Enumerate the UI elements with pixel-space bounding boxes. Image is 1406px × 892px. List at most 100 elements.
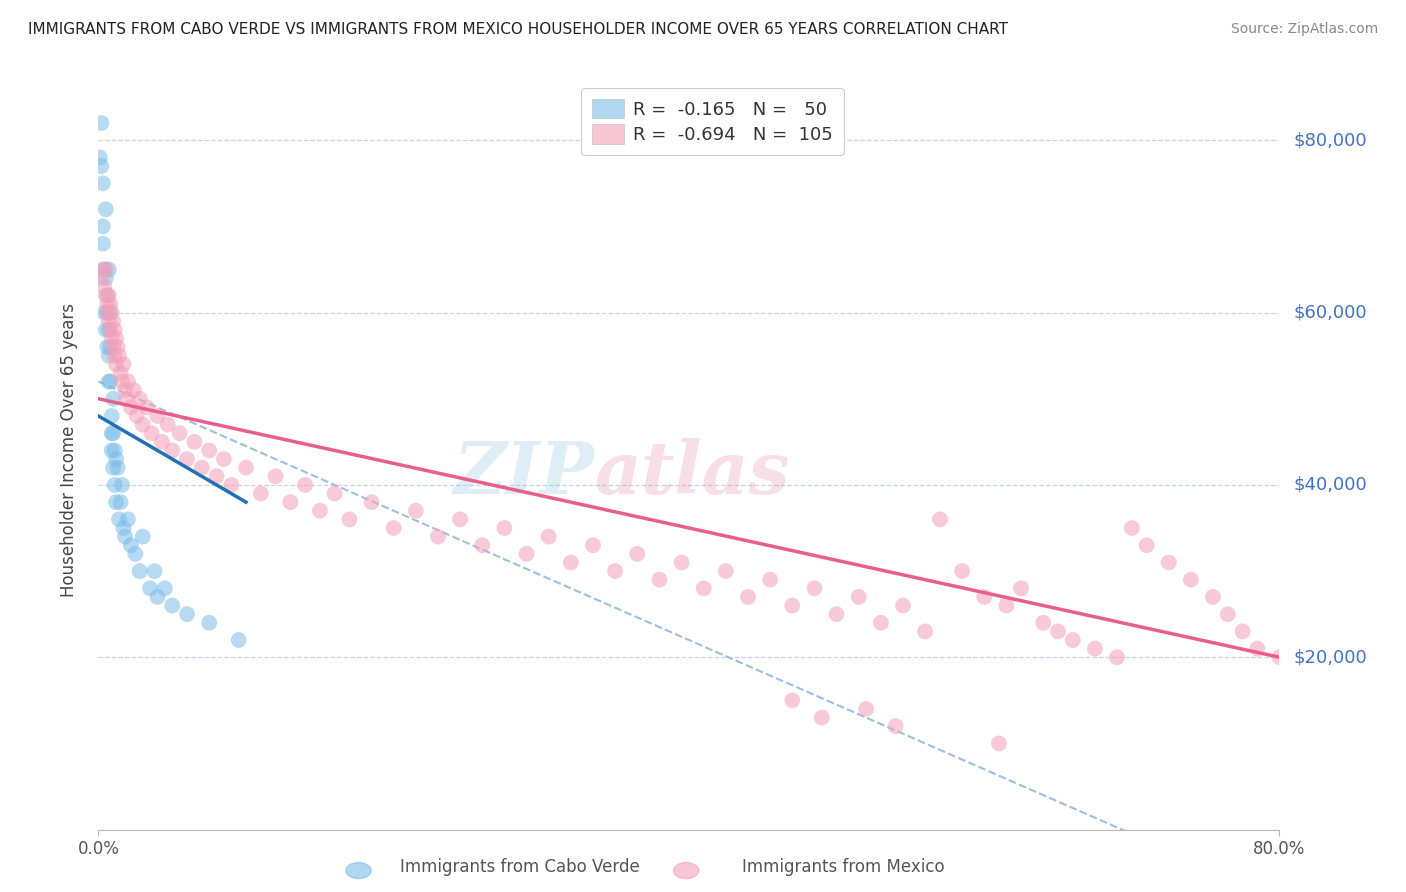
Point: [162, 443, 183, 458]
Point: [449, 512, 471, 526]
Point: [120, 401, 142, 415]
Point: [1157, 556, 1180, 570]
Point: [96, 305, 118, 319]
Point: [1062, 633, 1084, 648]
Point: [91, 236, 114, 251]
Point: [205, 469, 228, 483]
Point: [90, 159, 112, 173]
Point: [382, 521, 405, 535]
Point: [91, 262, 114, 277]
Point: [132, 530, 155, 544]
Point: [120, 538, 142, 552]
Point: [150, 434, 173, 449]
Text: $80,000: $80,000: [1294, 131, 1367, 149]
Point: [782, 693, 804, 707]
Point: [103, 314, 125, 328]
Point: [309, 504, 332, 518]
Point: [100, 409, 122, 423]
Point: [1032, 615, 1054, 630]
Point: [94, 202, 117, 217]
Point: [671, 556, 693, 570]
Point: [98, 375, 121, 389]
Text: $40,000: $40,000: [1294, 476, 1367, 494]
Point: [97, 375, 120, 389]
Point: [870, 615, 893, 630]
Point: [93, 262, 115, 277]
Point: [96, 297, 118, 311]
Point: [114, 530, 136, 544]
Point: [693, 582, 716, 596]
Point: [98, 323, 121, 337]
Point: [626, 547, 648, 561]
Point: [264, 469, 287, 483]
Point: [96, 288, 118, 302]
Point: [995, 599, 1018, 613]
Point: [115, 392, 138, 406]
Point: [98, 305, 121, 319]
Point: [90, 116, 112, 130]
Point: [97, 262, 120, 277]
Point: [183, 434, 205, 449]
Point: [714, 564, 737, 578]
Point: [582, 538, 605, 552]
Point: [294, 478, 316, 492]
Point: [228, 633, 250, 648]
Point: [280, 495, 302, 509]
Point: [1291, 658, 1313, 673]
Y-axis label: Householder Income Over 65 years: Householder Income Over 65 years: [59, 303, 77, 598]
Point: [471, 538, 494, 552]
Point: [122, 383, 145, 397]
Point: [146, 409, 169, 423]
Point: [97, 288, 120, 302]
Point: [105, 495, 128, 509]
Text: Immigrants from Cabo Verde: Immigrants from Cabo Verde: [401, 858, 640, 876]
Point: [782, 599, 804, 613]
Point: [198, 443, 221, 458]
Point: [250, 486, 273, 500]
Point: [128, 392, 150, 406]
Point: [105, 331, 128, 345]
Point: [1268, 650, 1291, 665]
Point: [427, 530, 450, 544]
Point: [94, 288, 117, 302]
Point: [360, 495, 382, 509]
Text: ZIP: ZIP: [454, 438, 595, 508]
Point: [891, 599, 914, 613]
Point: [97, 349, 120, 363]
Point: [198, 615, 221, 630]
Point: [117, 512, 139, 526]
Point: [110, 495, 132, 509]
Point: [162, 599, 183, 613]
Point: [94, 271, 117, 285]
Point: [136, 401, 159, 415]
Point: [98, 297, 121, 311]
Point: [803, 582, 825, 596]
Point: [104, 443, 127, 458]
Point: [105, 357, 128, 371]
Point: [112, 521, 135, 535]
Point: [191, 460, 214, 475]
Point: [114, 383, 136, 397]
Point: [125, 409, 148, 423]
Point: [128, 564, 150, 578]
Point: [90, 271, 112, 285]
Point: [103, 392, 125, 406]
Point: [1180, 573, 1202, 587]
Point: [1046, 624, 1070, 639]
Point: [494, 521, 516, 535]
Point: [124, 547, 146, 561]
Point: [100, 331, 122, 345]
Point: [91, 219, 114, 234]
Text: atlas: atlas: [595, 438, 790, 508]
Point: [100, 305, 122, 319]
Point: [146, 590, 169, 604]
Text: $20,000: $20,000: [1294, 648, 1367, 666]
Point: [100, 426, 122, 441]
Point: [100, 443, 122, 458]
Point: [537, 530, 560, 544]
Point: [111, 478, 134, 492]
Point: [153, 582, 176, 596]
Point: [139, 582, 162, 596]
Point: [176, 452, 198, 467]
Point: [104, 323, 127, 337]
